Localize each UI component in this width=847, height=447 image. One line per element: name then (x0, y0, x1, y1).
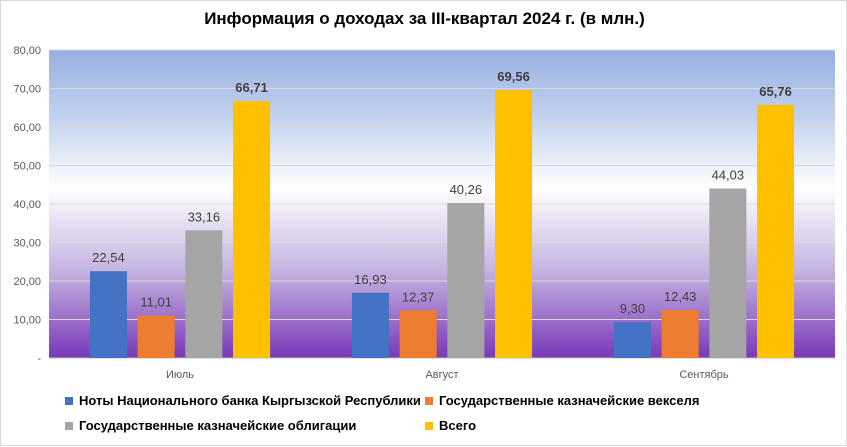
bar (757, 104, 795, 358)
legend-label-total: Всего (439, 418, 477, 433)
legend-label-bills: Государственные казначейские векселя (439, 393, 700, 408)
y-tick-label: 10,00 (13, 315, 41, 327)
y-axis: - 10,00 20,00 30,00 40,00 50,00 60,00 70,00 80,0… (13, 45, 41, 365)
data-label: 12,37 (402, 289, 435, 304)
bar (613, 322, 651, 358)
legend-label-bonds: Государственные казначейские облигации (79, 418, 357, 433)
y-tick-label: 70,00 (13, 84, 41, 96)
legend-swatch-total (425, 421, 433, 430)
data-label: 66,71 (235, 80, 268, 95)
x-category-label: Август (425, 369, 458, 381)
data-label: 16,93 (354, 272, 387, 287)
y-tick-label: 40,00 (13, 199, 41, 211)
x-category-label: Сентябрь (679, 369, 729, 381)
bar (351, 292, 389, 358)
data-labels: 22,54 11,01 33,16 66,71 16,93 12,37 40,26 69,56… (92, 69, 792, 316)
bar (233, 101, 271, 358)
y-tick-label: - (37, 353, 41, 365)
data-label: 22,54 (92, 250, 125, 265)
legend-item-bills: Государственные казначейские векселя (425, 393, 700, 408)
legend-label-notes: Ноты Национального банка Кыргызской Респ… (79, 393, 421, 408)
data-label: 69,56 (497, 69, 530, 84)
y-tick-label: 50,00 (13, 161, 41, 173)
data-label: 9,30 (620, 301, 645, 316)
y-tick-label: 80,00 (13, 45, 41, 57)
chart-title: Информация о доходах за III-квартал 2024… (204, 9, 645, 28)
y-tick-label: 30,00 (13, 238, 41, 250)
data-label: 65,76 (759, 84, 792, 99)
x-axis: Июль Август Сентябрь (166, 369, 729, 381)
legend-swatch-bills (425, 396, 433, 405)
data-label: 33,16 (188, 209, 221, 224)
bar (495, 90, 533, 358)
legend-item-total: Всего (425, 418, 476, 433)
bar (447, 202, 485, 358)
y-tick-label: 60,00 (13, 122, 41, 134)
legend-item-notes: Ноты Национального банка Кыргызской Респ… (65, 393, 421, 408)
data-label: 11,01 (140, 295, 172, 310)
gridlines (49, 49, 835, 359)
legend-swatch-bonds (65, 421, 73, 430)
data-label: 40,26 (450, 182, 483, 197)
data-label: 44,03 (712, 167, 745, 182)
data-label: 12,43 (664, 289, 697, 304)
legend-item-bonds: Государственные казначейские облигации (65, 418, 356, 433)
bar (661, 310, 699, 358)
bar (399, 310, 437, 358)
bars (89, 90, 795, 358)
legend-swatch-notes (65, 396, 73, 405)
bar (185, 230, 223, 358)
bar (137, 315, 175, 358)
y-tick-label: 20,00 (13, 276, 41, 288)
x-category-label: Июль (166, 369, 194, 381)
bar (89, 271, 127, 358)
bar (709, 188, 747, 358)
